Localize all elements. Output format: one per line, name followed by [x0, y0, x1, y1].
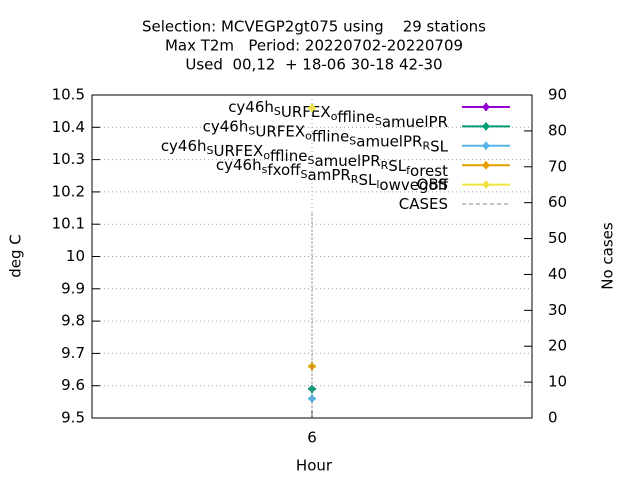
y-axis-label: deg C [7, 234, 25, 278]
x-tick-label: 6 [307, 429, 317, 447]
chart-title: Selection: MCVEGP2gt075 using 29 station… [142, 18, 486, 36]
legend-marker [482, 122, 490, 131]
legend-label: cy46hSURFEXofflineSamuelPRRSL [203, 117, 449, 155]
y-tick-label: 9.9 [61, 279, 85, 297]
legend-label: cy46hsfxoffSamPRRSLlowvegoff [216, 156, 449, 194]
point [308, 103, 316, 112]
y2-tick-label: 70 [548, 157, 567, 175]
lm-dot [483, 142, 489, 149]
y-tick-label: 10.4 [52, 118, 85, 136]
lm-dot [483, 123, 489, 130]
legend-label: cy46hSURFEXofflineSamuelPR [228, 98, 448, 131]
point-dot [309, 385, 315, 392]
y2-tick-label: 90 [548, 86, 567, 104]
y-tick-label: 10 [66, 247, 85, 265]
legend-marker [482, 180, 490, 189]
legend-marker [482, 103, 490, 111]
y-tick-label: 10.5 [52, 86, 85, 104]
lm-dot [483, 104, 489, 110]
y2-tick-label: 50 [548, 229, 567, 247]
y2-tick-label: 80 [548, 121, 567, 139]
legend-label: cy46hSURFEXofflineSamuelPRRSLforest [161, 136, 448, 179]
y-tick-label: 10.1 [52, 215, 85, 233]
legend-marker [482, 141, 490, 150]
y2-tick-label: 0 [548, 409, 558, 427]
y2-axis-label: No cases [599, 222, 617, 290]
chart-title: Max T2m Period: 20220702-20220709 [165, 37, 463, 55]
y-tick-label: 10.2 [52, 182, 85, 200]
y2-tick-label: 10 [548, 373, 567, 391]
y2-tick-label: 30 [548, 301, 567, 319]
legend-marker [482, 161, 490, 170]
point-dot [309, 104, 315, 111]
y-tick-label: 9.8 [61, 312, 85, 330]
y-tick-label: 9.7 [61, 344, 85, 362]
y2-tick-label: 20 [548, 337, 567, 355]
y2-tick-label: 60 [548, 193, 567, 211]
lm-dot [483, 162, 489, 169]
lm-dot [483, 181, 489, 188]
chart-title: Used 00,12 + 18-06 30-18 42-30 [185, 56, 442, 74]
legend-label: CASES [399, 195, 448, 213]
x-axis-label: Hour [296, 457, 333, 475]
series [308, 103, 316, 112]
y2-tick-label: 40 [548, 265, 567, 283]
y-tick-label: 10.3 [52, 150, 85, 168]
legend-label: OBS [417, 175, 448, 193]
y-tick-label: 9.6 [61, 376, 85, 394]
y-tick-label: 9.5 [61, 409, 85, 427]
